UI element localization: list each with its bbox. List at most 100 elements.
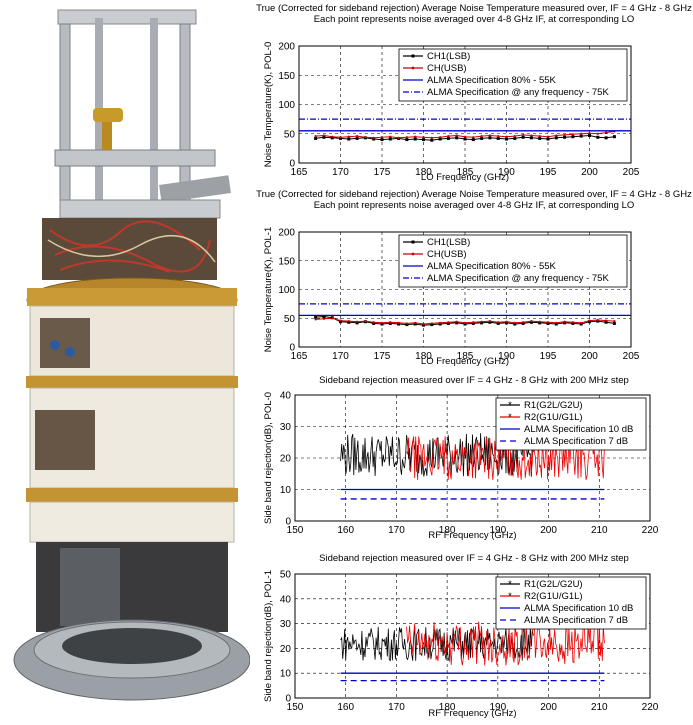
legend-marker: *: [508, 579, 512, 590]
data-point: [331, 317, 334, 320]
y-tick-label: 40: [280, 391, 292, 402]
data-point: [497, 134, 500, 138]
data-point: [339, 136, 342, 139]
data-point: [430, 138, 434, 142]
data-point: [330, 136, 334, 140]
x-tick-label: 190: [498, 167, 515, 178]
data-point: [472, 321, 475, 324]
data-point: [356, 134, 359, 138]
data-point: [529, 320, 533, 324]
data-point: [422, 322, 425, 326]
data-point: [430, 136, 433, 139]
data-point: [372, 136, 375, 139]
data-point: [463, 137, 467, 141]
data-point: [439, 321, 442, 324]
series-1: [314, 130, 616, 139]
legend-label: R1(G2L/G2U): [524, 400, 583, 411]
legend-label: R2(G1U/G1L): [524, 412, 583, 423]
data-point: [455, 320, 458, 323]
x-tick-label: 220: [642, 525, 659, 536]
legend-box: [495, 576, 647, 630]
legend: CH1(LSB)CH(USB)ALMA Specification 80% - …: [398, 234, 628, 288]
x-tick-label: 160: [337, 702, 354, 713]
data-point: [322, 317, 325, 320]
data-point: [331, 135, 334, 138]
data-point: [588, 319, 591, 322]
legend-marker: [411, 240, 415, 244]
data-point: [538, 134, 541, 138]
x-tick-label: 150: [287, 702, 304, 713]
data-point: [463, 321, 467, 324]
data-point: [522, 133, 525, 137]
x-tick-label: 160: [337, 525, 354, 536]
data-point: [339, 136, 342, 140]
data-point: [389, 321, 392, 324]
data-point: [347, 320, 350, 323]
data-point: [555, 134, 558, 137]
data-point: [438, 137, 442, 141]
data-point: [530, 134, 533, 137]
series-line: [340, 626, 534, 663]
data-point: [538, 321, 542, 325]
data-point: [347, 320, 351, 324]
y-tick-label: 30: [280, 422, 292, 433]
data-point: [380, 136, 384, 139]
x-tick-label: 205: [623, 167, 640, 178]
data-point: [505, 135, 508, 138]
data-point: [563, 133, 566, 137]
x-tick-label: 175: [374, 351, 391, 362]
x-tick-label: 170: [332, 167, 349, 178]
x-tick-label: 180: [439, 702, 456, 713]
data-point: [521, 321, 525, 325]
x-axis-label: LO Frequency (GHz): [421, 172, 509, 183]
data-point: [430, 323, 434, 327]
data-point: [389, 135, 392, 138]
data-point: [356, 320, 359, 323]
data-point: [546, 135, 550, 138]
data-point: [538, 320, 541, 323]
data-point: [605, 131, 608, 134]
legend-label: ALMA Specification 80% - 55K: [427, 75, 557, 86]
series-1: [406, 621, 605, 666]
data-point: [372, 137, 376, 141]
x-tick-label: 170: [388, 702, 405, 713]
y-axis-label: Side band rejection(dB), POL-0: [263, 392, 274, 524]
legend-marker: *: [508, 591, 512, 602]
data-point: [372, 321, 375, 324]
data-point: [505, 321, 508, 325]
y-tick-label: 20: [280, 644, 292, 655]
y-tick-label: 40: [280, 594, 292, 605]
data-point: [596, 318, 599, 322]
legend-label: R2(G1U/G1L): [524, 591, 583, 602]
data-point: [522, 321, 525, 324]
data-point: [488, 320, 492, 324]
legend-label: CH1(LSB): [427, 237, 470, 248]
legend-label: ALMA Specification 10 dB: [524, 603, 633, 614]
x-tick-label: 180: [415, 167, 432, 178]
x-tick-label: 210: [591, 525, 608, 536]
y-tick-label: 100: [278, 285, 295, 296]
y-tick-label: 50: [284, 129, 296, 140]
data-point: [447, 134, 450, 138]
data-point: [612, 321, 616, 325]
x-tick-label: 165: [291, 167, 308, 178]
data-point: [488, 136, 492, 140]
data-point: [372, 321, 376, 325]
data-point: [521, 135, 525, 139]
data-point: [405, 138, 409, 142]
data-point: [580, 321, 583, 324]
data-point: [538, 136, 542, 140]
data-point: [571, 133, 574, 136]
data-point: [322, 134, 325, 137]
data-point: [605, 319, 608, 322]
data-point: [355, 321, 359, 325]
y-tick-label: 0: [289, 343, 295, 354]
data-point: [596, 132, 599, 135]
data-point: [596, 135, 600, 139]
data-point: [546, 321, 550, 324]
data-point: [414, 321, 417, 324]
data-point: [447, 321, 450, 324]
legend-label: ALMA Specification 7 dB: [524, 615, 628, 626]
y-tick-label: 0: [289, 159, 295, 170]
x-tick-label: 180: [415, 351, 432, 362]
